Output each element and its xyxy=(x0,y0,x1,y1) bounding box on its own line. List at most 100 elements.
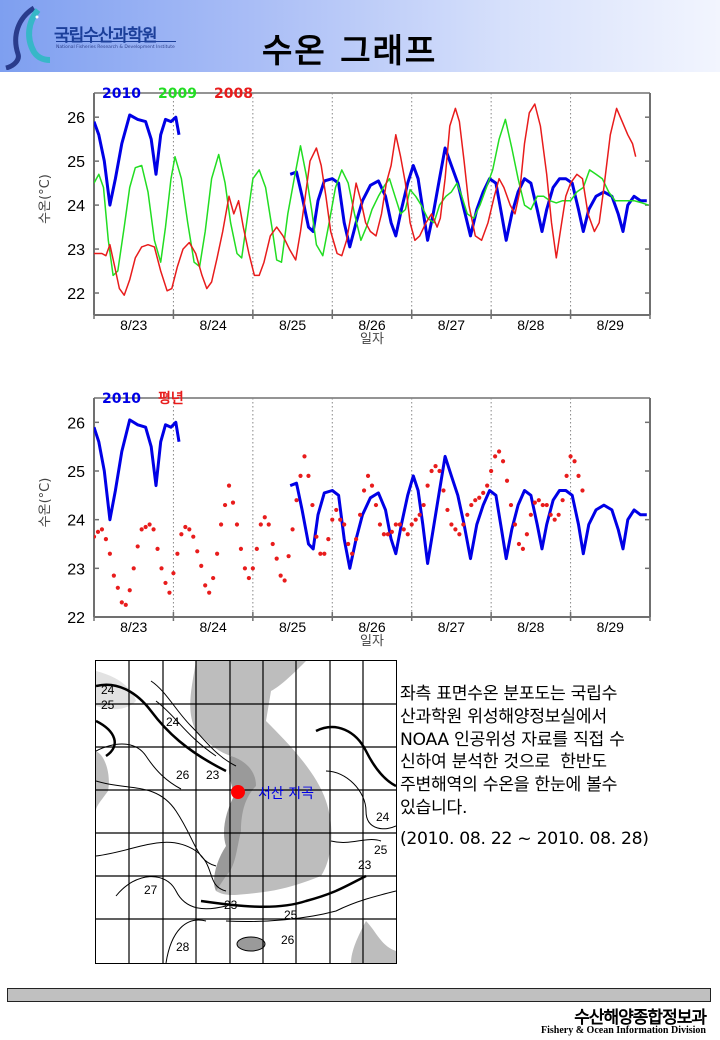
data-point xyxy=(159,566,164,571)
data-point xyxy=(493,454,498,459)
data-point xyxy=(496,449,502,454)
footer-division-ko: 수산해양종합정보과 xyxy=(574,1008,707,1028)
contour-label: 25 xyxy=(101,698,115,712)
description-line: 신하여 분석한 것으로 한반도 xyxy=(400,752,607,773)
data-point xyxy=(246,575,251,581)
data-point xyxy=(381,532,387,537)
data-point xyxy=(552,517,557,522)
data-point xyxy=(465,512,470,517)
data-point xyxy=(457,532,462,537)
data-point xyxy=(528,512,533,517)
y-tick-label: 24 xyxy=(67,198,85,215)
contour-label: 26 xyxy=(281,933,295,947)
data-point xyxy=(163,580,168,586)
data-point xyxy=(544,502,549,508)
y-axis-label: 수온(°C) xyxy=(38,174,53,224)
sst-map: 24 25 24 26 23 24 25 23 27 25 26 28 23 서… xyxy=(95,660,397,964)
series-line-2010 xyxy=(94,113,181,207)
data-point xyxy=(234,522,240,527)
x-axis-label: 일자 xyxy=(360,634,384,649)
series-2010 xyxy=(94,113,647,249)
data-point xyxy=(346,541,351,547)
data-point xyxy=(211,575,216,581)
x-axis-label: 일자 xyxy=(360,332,384,347)
data-point xyxy=(520,546,526,551)
y-axis-label: 수온(°C) xyxy=(38,478,53,528)
data-point xyxy=(258,522,263,527)
data-point xyxy=(203,583,208,588)
data-point xyxy=(417,512,422,517)
data-point xyxy=(230,500,236,505)
series-2008 xyxy=(94,103,637,296)
data-point xyxy=(540,502,545,508)
data-point xyxy=(215,551,220,556)
series-평년 xyxy=(94,449,585,607)
data-point xyxy=(107,551,112,556)
x-tick-label: 8/29 xyxy=(597,619,624,635)
data-point xyxy=(123,602,128,607)
data-point xyxy=(103,537,109,542)
data-point xyxy=(274,556,279,561)
data-point xyxy=(94,534,97,539)
data-point xyxy=(413,517,418,522)
y-tick-label: 23 xyxy=(67,242,85,259)
contour-label: 24 xyxy=(166,715,180,729)
data-point xyxy=(409,522,414,527)
data-point xyxy=(369,483,375,488)
data-point xyxy=(226,483,232,488)
data-point xyxy=(326,537,331,542)
data-point xyxy=(373,502,379,508)
data-point xyxy=(357,512,363,517)
x-tick-label: 8/26 xyxy=(358,619,385,635)
page-title: 수온 그래프 xyxy=(262,31,438,70)
data-point xyxy=(421,502,426,508)
logo-divider xyxy=(56,41,176,42)
data-point xyxy=(504,478,510,483)
data-point xyxy=(389,529,394,534)
footer-division-en: Fishery & Ocean Information Division xyxy=(541,1025,706,1036)
data-point xyxy=(564,473,569,478)
legend-entry: 2008 xyxy=(214,86,253,102)
axes: 8/23 8/24 8/25 8/26 8/27 8/28 8/29 일자 22 23 24 25 26… xyxy=(38,397,651,649)
data-point xyxy=(568,454,573,459)
description-line: 좌측 표면수온 분포도는 국립수 xyxy=(400,684,618,704)
x-tick-label: 8/23 xyxy=(120,619,147,635)
series-2009 xyxy=(94,118,649,277)
data-point xyxy=(175,551,180,556)
data-point xyxy=(294,498,299,503)
data-point xyxy=(306,473,311,478)
data-point xyxy=(278,573,283,578)
y-tick-label: 22 xyxy=(67,286,85,303)
data-point xyxy=(485,483,490,488)
data-point xyxy=(95,529,101,534)
data-point xyxy=(302,454,307,459)
data-point xyxy=(330,517,335,522)
data-point xyxy=(183,524,188,530)
x-tick-label: 8/25 xyxy=(279,317,306,333)
data-point xyxy=(266,522,271,527)
header-banner: 국립수산과학원 National Fisheries Research & De… xyxy=(0,0,720,72)
data-point xyxy=(516,541,522,547)
chart-temp-normal: 8/23 8/24 8/25 8/26 8/27 8/28 8/29 일자 22 23 24 25 26… xyxy=(38,390,651,649)
station-label: 서산 지곡 xyxy=(258,786,314,802)
data-point xyxy=(473,498,478,503)
data-point xyxy=(393,522,398,527)
data-point xyxy=(262,515,267,520)
data-point xyxy=(338,517,343,522)
x-tick-label: 8/23 xyxy=(120,317,147,333)
contour-label: 23 xyxy=(358,858,372,872)
data-point xyxy=(111,573,116,578)
data-point xyxy=(250,566,255,571)
data-point xyxy=(512,522,518,527)
legend-entry: 평년 xyxy=(158,390,184,407)
data-point xyxy=(282,578,287,583)
series-line-2010 xyxy=(94,418,181,522)
data-point xyxy=(218,522,224,527)
data-point xyxy=(556,512,561,517)
data-point xyxy=(322,551,327,556)
data-point xyxy=(270,541,275,547)
sst-map-image: 24 25 24 26 23 24 25 23 27 25 26 28 23 서… xyxy=(96,661,396,963)
data-point xyxy=(385,532,390,537)
x-tick-label: 8/29 xyxy=(597,317,624,333)
description-line: 산과학원 위성해양정보실에서 xyxy=(400,706,607,727)
